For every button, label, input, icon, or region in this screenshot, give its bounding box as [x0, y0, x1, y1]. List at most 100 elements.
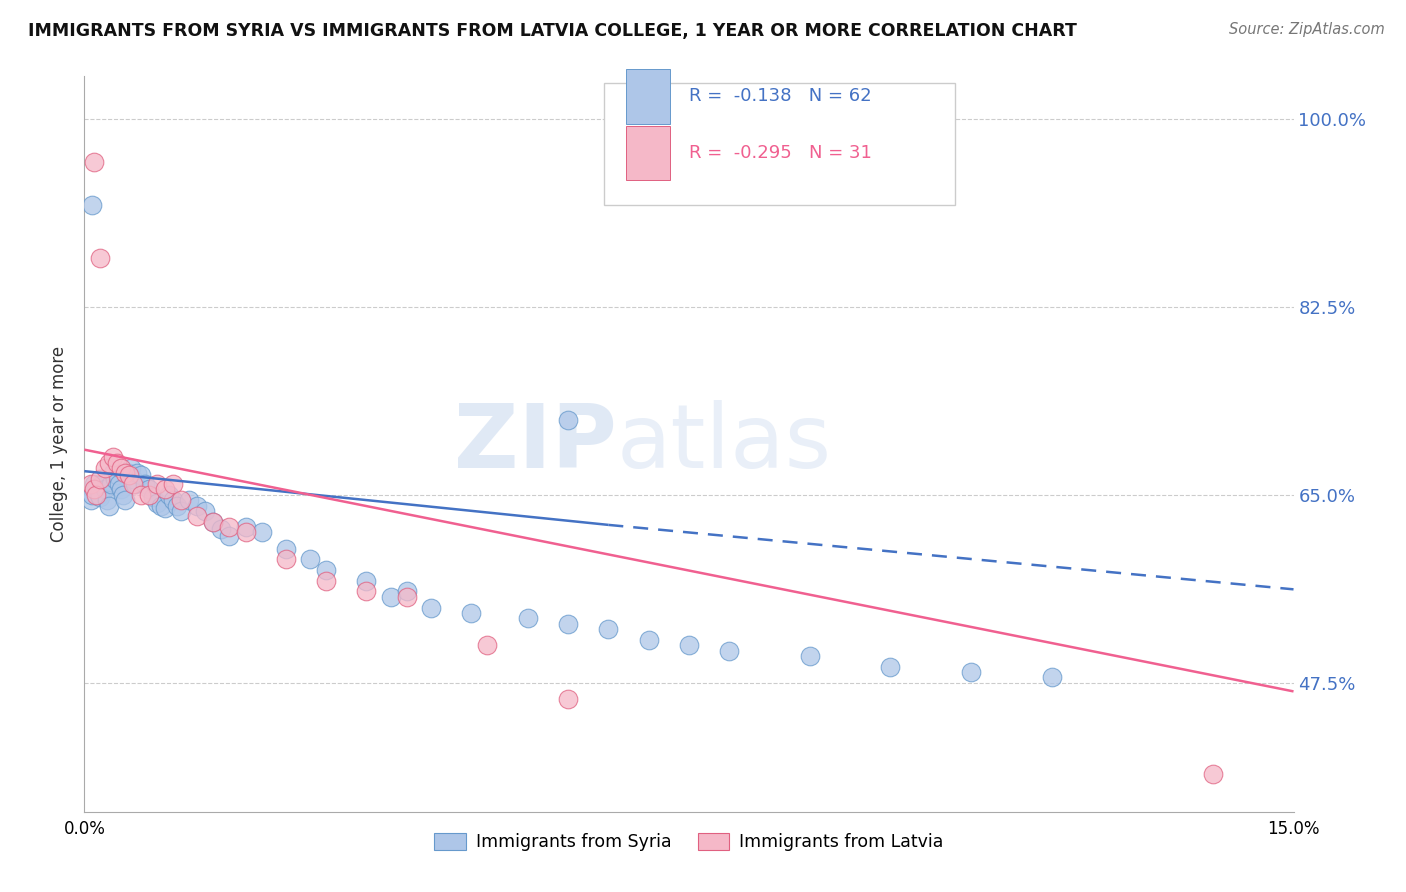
Point	[179, 493, 201, 508]
Point	[315, 574, 337, 588]
Point	[134, 477, 156, 491]
FancyBboxPatch shape	[626, 126, 669, 180]
Point	[104, 472, 127, 486]
Point	[598, 622, 620, 636]
Point	[557, 412, 579, 426]
Point	[87, 488, 110, 502]
Point	[129, 468, 152, 483]
Point	[138, 483, 160, 497]
Point	[82, 198, 104, 212]
Point	[380, 590, 402, 604]
Point	[170, 493, 193, 508]
Point	[460, 606, 482, 620]
Point	[120, 461, 142, 475]
Point	[83, 477, 105, 491]
Point	[186, 509, 208, 524]
Point	[235, 520, 257, 534]
Text: R =  -0.295   N = 31: R = -0.295 N = 31	[689, 145, 872, 162]
Point	[146, 477, 169, 491]
Point	[121, 477, 143, 491]
Point	[315, 563, 337, 577]
Text: R =  -0.138   N = 62: R = -0.138 N = 62	[689, 87, 872, 105]
Point	[637, 632, 659, 647]
FancyBboxPatch shape	[626, 70, 669, 124]
Text: atlas: atlas	[616, 401, 831, 487]
Point	[121, 472, 143, 486]
Point	[105, 456, 128, 470]
Point	[202, 515, 225, 529]
Point	[274, 552, 297, 566]
Point	[100, 477, 122, 491]
Point	[420, 600, 443, 615]
Point	[112, 488, 135, 502]
Point	[86, 483, 108, 497]
FancyBboxPatch shape	[605, 83, 955, 204]
Point	[80, 493, 103, 508]
Point	[153, 500, 176, 515]
Point	[93, 483, 115, 497]
Point	[118, 468, 141, 483]
Point	[146, 496, 169, 510]
Point	[209, 522, 232, 536]
Point	[162, 477, 184, 491]
Point	[250, 525, 273, 540]
Point	[124, 477, 146, 491]
Point	[110, 461, 132, 475]
Point	[235, 525, 257, 540]
Point	[395, 590, 418, 604]
Point	[80, 477, 103, 491]
Legend: Immigrants from Syria, Immigrants from Latvia: Immigrants from Syria, Immigrants from L…	[427, 826, 950, 858]
Point	[101, 467, 124, 481]
Point	[82, 488, 104, 502]
Point	[1040, 670, 1063, 684]
Point	[138, 488, 160, 502]
Point	[97, 456, 120, 470]
Point	[218, 520, 240, 534]
Point	[356, 584, 378, 599]
Point	[86, 488, 108, 502]
Point	[142, 490, 165, 504]
Point	[166, 499, 188, 513]
Point	[110, 483, 132, 497]
Point	[157, 488, 180, 502]
Point	[108, 477, 131, 491]
Point	[186, 499, 208, 513]
Y-axis label: College, 1 year or more: College, 1 year or more	[51, 346, 69, 541]
Point	[557, 692, 579, 706]
Point	[83, 154, 105, 169]
Point	[149, 499, 172, 513]
Point	[356, 574, 378, 588]
Point	[879, 659, 901, 673]
Text: ZIP: ZIP	[454, 401, 616, 487]
Point	[83, 483, 105, 497]
Point	[114, 493, 136, 508]
Point	[89, 252, 111, 266]
Point	[93, 461, 115, 475]
Point	[395, 584, 418, 599]
Point	[960, 665, 983, 679]
Point	[274, 541, 297, 556]
Point	[153, 483, 176, 497]
Point	[718, 643, 741, 657]
Point	[101, 450, 124, 465]
Point	[162, 493, 184, 508]
Point	[202, 515, 225, 529]
Point	[89, 472, 111, 486]
Text: Source: ZipAtlas.com: Source: ZipAtlas.com	[1229, 22, 1385, 37]
Point	[105, 468, 128, 483]
Point	[557, 616, 579, 631]
Point	[97, 499, 120, 513]
Point	[299, 552, 322, 566]
Point	[218, 528, 240, 542]
Point	[118, 467, 141, 481]
Point	[114, 467, 136, 481]
Point	[129, 488, 152, 502]
Point	[91, 477, 114, 491]
Point	[477, 638, 499, 652]
Point	[678, 638, 700, 652]
Point	[194, 504, 217, 518]
Point	[799, 648, 821, 663]
Point	[1202, 767, 1225, 781]
Point	[516, 611, 538, 625]
Point	[89, 490, 111, 504]
